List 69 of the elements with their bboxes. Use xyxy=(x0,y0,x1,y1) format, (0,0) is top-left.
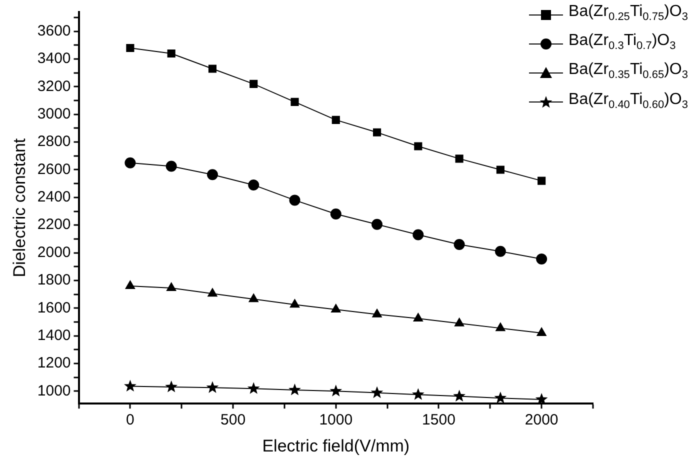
point xyxy=(494,392,507,404)
point xyxy=(208,288,218,297)
point xyxy=(496,166,504,174)
point xyxy=(372,308,382,318)
point xyxy=(208,64,217,73)
y-tick-label: 2400 xyxy=(37,188,71,206)
point xyxy=(331,304,341,313)
point xyxy=(413,313,423,322)
point xyxy=(289,194,300,206)
point xyxy=(165,380,178,392)
point xyxy=(288,384,301,396)
point xyxy=(330,208,342,220)
point xyxy=(124,157,136,168)
point xyxy=(412,229,424,240)
y-tick-label: 2000 xyxy=(37,244,71,261)
legend-label: Ba(Zr$_{0.40}$Ti$_{0.60}$)O$_{3}$ xyxy=(568,90,688,113)
x-tick-label: 2000 xyxy=(524,412,558,429)
point xyxy=(536,328,546,336)
point xyxy=(330,384,342,396)
y-tick-label: 3400 xyxy=(37,50,71,68)
point xyxy=(166,282,176,292)
point xyxy=(535,392,548,405)
y-tick-label: 3000 xyxy=(37,106,71,123)
point xyxy=(538,176,546,185)
y-tick-label: 2600 xyxy=(37,160,71,178)
y-tick-label: 2800 xyxy=(37,133,71,150)
point xyxy=(248,179,260,190)
point xyxy=(290,98,299,106)
point xyxy=(167,49,176,58)
point xyxy=(453,390,466,402)
x-tick-label: 500 xyxy=(220,412,246,429)
point xyxy=(454,238,465,250)
y-tick-label: 3600 xyxy=(37,22,71,40)
point xyxy=(372,218,383,230)
y-axis-title: Dielectric constant xyxy=(10,138,29,278)
x-tick-label: 1500 xyxy=(422,412,456,429)
point xyxy=(496,322,506,332)
point xyxy=(290,299,300,308)
point xyxy=(370,386,384,398)
point xyxy=(250,80,258,88)
y-tick-label: 2200 xyxy=(37,216,71,234)
x-axis-title: Electric field(V/mm) xyxy=(262,436,410,456)
legend-label: Ba(Zr$_{0.35}$Ti$_{0.65}$)O$_{3}$ xyxy=(568,60,688,84)
y-tick-label: 1400 xyxy=(37,326,71,344)
point xyxy=(206,381,219,393)
point xyxy=(125,280,136,289)
point xyxy=(166,160,177,172)
point xyxy=(248,294,258,302)
point xyxy=(124,380,136,392)
point xyxy=(455,154,464,163)
y-tick-label: 1000 xyxy=(37,382,71,400)
point xyxy=(414,142,422,150)
y-tick-label: 1200 xyxy=(37,354,71,372)
y-tick-label: 1800 xyxy=(37,272,71,289)
point xyxy=(247,382,260,394)
point xyxy=(454,318,464,326)
point xyxy=(332,116,340,124)
point xyxy=(372,128,382,136)
point xyxy=(412,388,424,400)
point xyxy=(536,254,548,264)
y-tick-label: 1600 xyxy=(37,299,71,316)
x-tick-label: 0 xyxy=(126,412,134,429)
legend-label: Ba(Zr$_{0.3}$Ti$_{0.7}$)O$_{3}$ xyxy=(568,31,676,54)
y-tick-label: 3200 xyxy=(37,78,71,95)
point xyxy=(206,169,218,180)
legend-label: Ba(Zr$_{0.25}$Ti$_{0.75}$)O$_{3}$ xyxy=(568,2,688,26)
point xyxy=(494,246,506,257)
x-tick-label: 1000 xyxy=(319,412,353,429)
point xyxy=(126,44,134,52)
